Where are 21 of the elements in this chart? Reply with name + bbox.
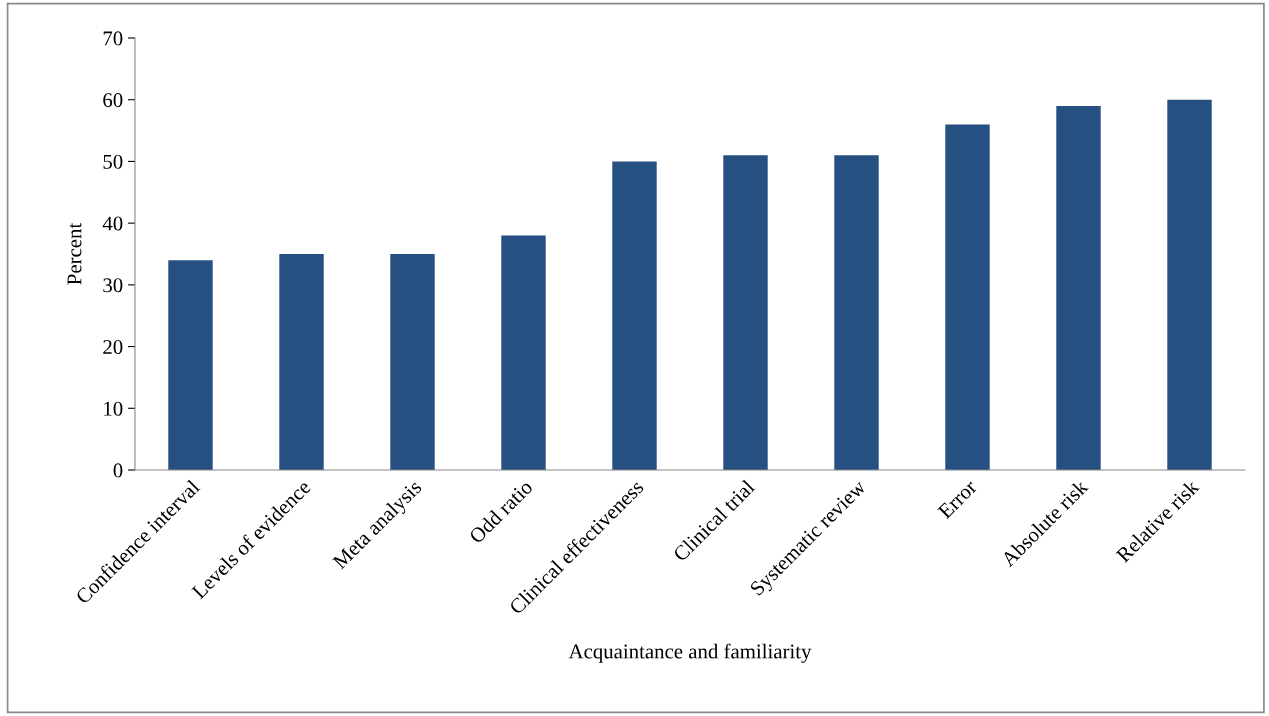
y-axis-title: Percent [67, 222, 82, 285]
bar [390, 254, 435, 470]
x-axis-title: Acquaintance and familiarity [568, 643, 812, 663]
y-tick-label: 0 [113, 463, 123, 478]
bar [501, 235, 546, 470]
bar [612, 161, 657, 470]
bar [834, 155, 879, 470]
y-tick-label: 50 [103, 154, 123, 169]
x-tick-label: Odd ratio [468, 478, 534, 545]
bar [1056, 105, 1101, 470]
y-tick-label: 20 [103, 339, 123, 354]
bar [945, 124, 990, 470]
bar [279, 254, 324, 470]
bar [723, 155, 768, 470]
y-tick-label: 60 [103, 93, 123, 108]
y-tick-label: 40 [102, 216, 123, 231]
y-tick-label: 70 [103, 31, 123, 46]
y-tick-label: 10 [104, 401, 123, 416]
bar [1167, 99, 1212, 470]
y-tick-label: 30 [103, 278, 123, 293]
bar [168, 260, 213, 470]
